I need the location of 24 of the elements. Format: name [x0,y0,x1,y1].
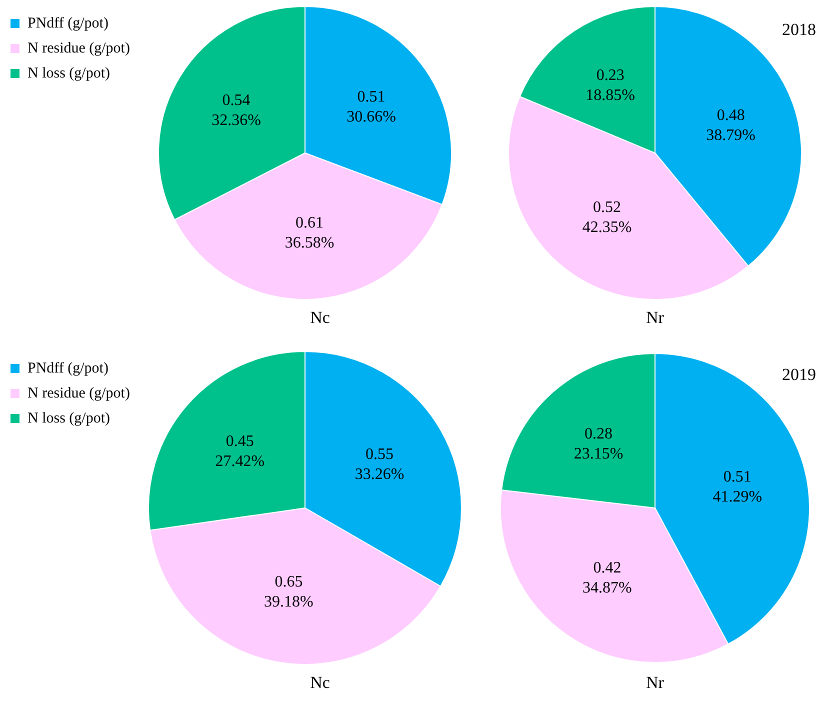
data-label: 0.45 27.42% [215,432,265,470]
legend-label: PNdff (g/pot) [28,360,108,376]
text: Nc [309,673,331,693]
legend-label: N residue (g/pot) [28,40,130,56]
text: Nc [309,308,331,328]
data-label: 0.52 42.35% [582,198,632,236]
data-label: 0.65 39.18% [264,574,314,611]
text: Nr [645,673,665,693]
data-label: 0.51 41.29% [712,468,762,506]
data-label: 0.23 18.85% [586,67,636,104]
legend-label: N loss (g/pot) [28,410,110,426]
legend-label: N residue (g/pot) [28,385,130,402]
text: 2018 [782,20,816,40]
data-label: 0.48 38.79% [706,106,756,144]
data-label: 0.55 33.26% [354,446,404,484]
data-label: 0.51 30.66% [346,88,396,126]
text: 2019 [782,365,816,385]
legend-label: PNdff (g/pot) [28,15,108,32]
text: Nr [645,308,665,328]
data-label: 0.42 34.87% [582,559,632,596]
data-label: 0.28 23.15% [574,426,624,463]
data-label: 0.54 32.36% [212,92,261,130]
data-label: 0.61 36.58% [284,214,334,252]
legend-label: N loss (g/pot) [28,65,110,82]
